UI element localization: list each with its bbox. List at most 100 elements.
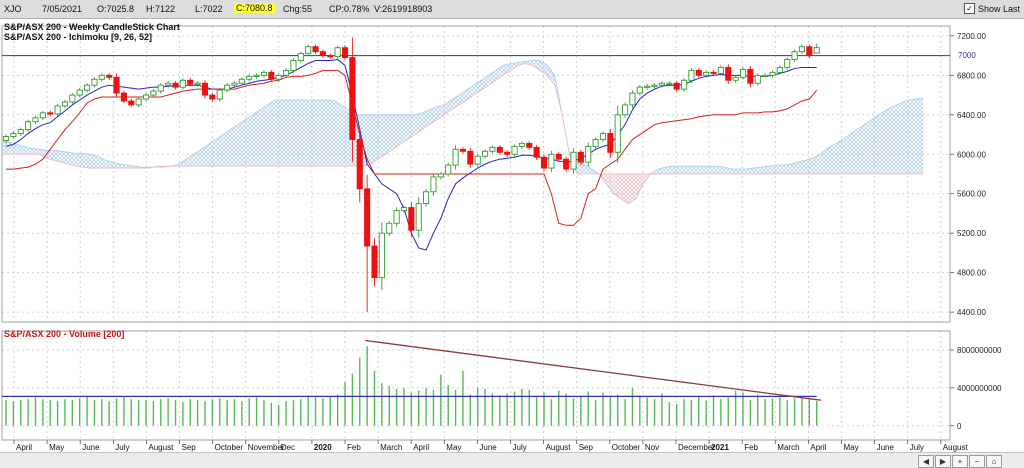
cloud-segment (716, 166, 725, 174)
cloud-segment (481, 75, 489, 91)
volume-trendline (365, 339, 821, 401)
candle-body (319, 51, 326, 57)
time-axis-label: May (446, 443, 461, 452)
candle-body (341, 47, 349, 59)
home-icon[interactable]: ⌂ (986, 455, 1002, 468)
price-axis-label: 4400.00 (957, 308, 986, 317)
candle-body (187, 79, 194, 85)
candle-body (680, 79, 688, 90)
candle-body (798, 46, 806, 53)
candle-body (165, 82, 172, 86)
cloud-segment (436, 104, 445, 120)
cloud-segment (606, 174, 614, 194)
price-axis: 4400.00 4800.00 5200.00 5600.00 6000.00 6400.… (950, 32, 986, 317)
time-axis-label: Sep (579, 443, 594, 452)
cloud-segment (422, 109, 430, 130)
cloud-segment (24, 146, 32, 155)
candle-body (717, 66, 724, 74)
cloud-segment (245, 114, 253, 167)
price-axis-label: 7200.00 (957, 32, 986, 41)
candle-body (555, 153, 562, 160)
candle-body (371, 245, 378, 279)
time-axis-label: June (82, 443, 100, 452)
candle-body (209, 94, 216, 100)
candle-body (297, 53, 304, 61)
navigation-bar: ◀ ▶ + − ⌂ (0, 452, 1024, 468)
cloud-segment (628, 174, 636, 204)
candle-body (54, 105, 61, 115)
cloud-segment (834, 139, 843, 174)
cloud-segment (105, 160, 113, 169)
time-axis-label: Dec (281, 443, 295, 452)
change-percent-label: CP:0.78% (329, 4, 370, 14)
candle-body (98, 74, 105, 80)
scroll-right-icon[interactable]: ▶ (935, 455, 951, 468)
cloud-segment (893, 102, 902, 174)
time-axis-label: August (546, 443, 572, 452)
candle-body (474, 155, 481, 165)
scroll-left-icon[interactable]: ◀ (918, 455, 934, 468)
cloud-segment (223, 129, 231, 167)
close-label: C:7080.8 (234, 3, 275, 13)
cloud-segment (31, 148, 39, 155)
cloud-segment (672, 166, 681, 174)
open-label: O:7025.8 (97, 4, 135, 14)
candle-body (533, 146, 540, 158)
price-panel-title: S&P/ASX 200 - Weekly CandleStick Chart (4, 22, 180, 32)
price-axis-label: 6800.00 (957, 71, 986, 80)
candle-body (201, 82, 209, 96)
cloud-segment (451, 95, 459, 110)
chart-canvas[interactable]: 4400.00 4800.00 5200.00 5600.00 6000.00 6400.… (0, 18, 1024, 452)
show-last-toggle[interactable]: ✓ Show Last (963, 3, 1020, 14)
cloud-segment (215, 134, 224, 167)
candle-body (349, 57, 356, 140)
candle-body (548, 153, 555, 169)
cloud-segment (392, 114, 400, 150)
candle-body (2, 136, 10, 141)
cloud-segment (414, 112, 423, 135)
candle-body (356, 139, 363, 190)
cloud-segment (259, 104, 268, 167)
zoom-in-icon[interactable]: + (952, 455, 968, 468)
candle-body (769, 71, 776, 76)
volume-bars (5, 346, 818, 426)
cloud-segment (856, 124, 865, 174)
cloud-segment (237, 119, 246, 167)
time-axis-label: Feb (744, 443, 758, 452)
cloud-segment (230, 124, 238, 167)
cloud-segment (289, 100, 297, 167)
candle-body (437, 173, 444, 178)
cloud-segment (842, 134, 850, 174)
candle-body (459, 148, 466, 152)
cloud-segment (458, 90, 467, 105)
price-frame (1, 25, 951, 323)
time-axis-label: Sep (182, 443, 197, 452)
time-axis-label: June (479, 443, 497, 452)
cloud-segment (621, 174, 629, 204)
candle-body (496, 146, 503, 153)
candle-body (47, 112, 54, 115)
cloud-segment (739, 169, 747, 174)
cloud-segment (547, 65, 555, 86)
candle-body (430, 176, 437, 193)
candle-body (327, 55, 334, 58)
candle-body (703, 71, 710, 76)
candle-body (504, 151, 511, 155)
cloud-segment (665, 166, 673, 174)
candle-body (305, 46, 312, 55)
candle-body (76, 89, 83, 96)
cloud-segment (709, 166, 717, 174)
candle-body (91, 78, 98, 86)
volume-axis-label: 4000000000 (957, 384, 1002, 393)
zoom-out-icon[interactable]: − (969, 455, 985, 468)
symbol-label: XJO (4, 4, 22, 14)
price-axis-label: 5200.00 (957, 229, 986, 238)
candle-body (393, 210, 400, 224)
candle-body (194, 82, 201, 85)
cloud-segment (16, 144, 25, 155)
cloud-segment (385, 114, 393, 155)
cloud-segment (886, 105, 894, 174)
checkbox-icon[interactable]: ✓ (963, 3, 975, 14)
cloud-segment (304, 100, 312, 167)
cloud-segment (871, 114, 880, 174)
